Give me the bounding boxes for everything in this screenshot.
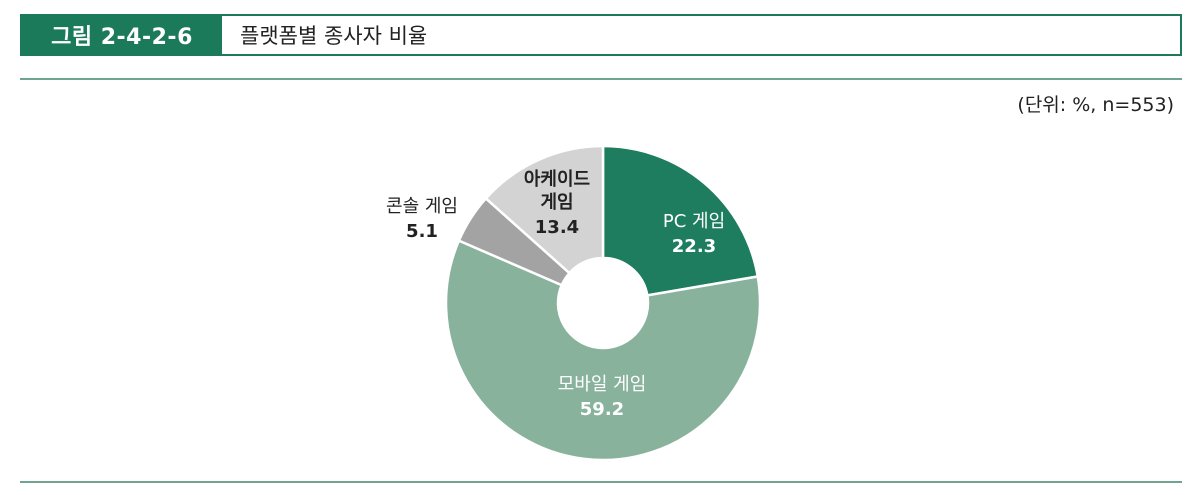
top-divider — [20, 78, 1182, 80]
figure-label: 그림 2-4-2-6 — [22, 16, 222, 54]
donut-slice-4 — [484, 144, 605, 275]
slice-value-3: 5.1 — [406, 221, 438, 242]
slice-label-3: 콘솔 게임 — [386, 196, 458, 217]
slice-value-1: 22.3 — [672, 236, 716, 257]
slice-label-4-line-1: 아케이드 — [524, 169, 590, 190]
slice-value-2: 59.2 — [580, 399, 624, 420]
figure-header: 그림 2-4-2-6 플랫폼별 종사자 비율 — [20, 14, 1182, 56]
slice-label-1: PC 게임 — [663, 211, 725, 232]
slice-label-2: 모바일 게임 — [558, 374, 647, 395]
figure-title: 플랫폼별 종사자 비율 — [240, 24, 428, 48]
slice-value-4: 13.4 — [535, 217, 579, 238]
bottom-divider — [20, 481, 1182, 483]
donut-slice-1 — [601, 144, 760, 297]
unit-note: (단위: %, n=553) — [1017, 94, 1174, 116]
donut-slice-2 — [444, 239, 762, 462]
slice-label-4-line-2: 게임 — [540, 192, 573, 213]
